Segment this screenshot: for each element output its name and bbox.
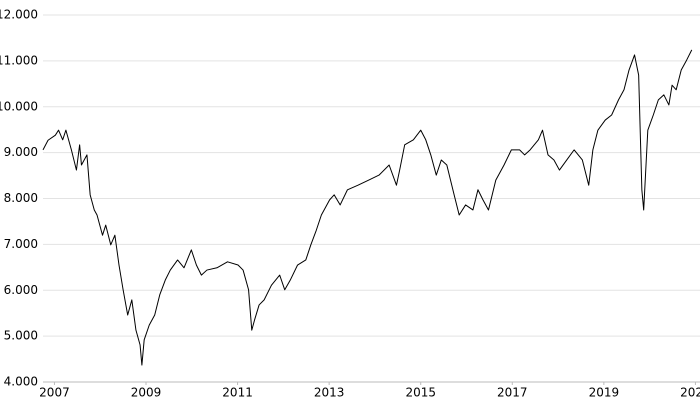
x-tick-label: 2015 xyxy=(405,386,436,400)
x-tick-label: 2011 xyxy=(222,386,253,400)
y-tick-label: 9.000 xyxy=(4,145,38,159)
y-tick-label: 5.000 xyxy=(4,329,38,343)
y-tick-label: 11.000 xyxy=(0,53,38,67)
y-tick-label: 10.000 xyxy=(0,99,38,113)
x-tick-label: 2021 xyxy=(680,386,700,400)
x-tick-label: 2013 xyxy=(314,386,345,400)
y-tick-label: 7.000 xyxy=(4,237,38,251)
y-tick-label: 8.000 xyxy=(4,191,38,205)
y-tick-label: 12.000 xyxy=(0,8,38,22)
x-tick-label: 2007 xyxy=(39,386,70,400)
y-tick-label: 4.000 xyxy=(4,375,38,389)
x-tick-label: 2017 xyxy=(497,386,528,400)
x-tick-label: 2019 xyxy=(589,386,620,400)
y-tick-label: 6.000 xyxy=(4,283,38,297)
x-tick-label: 2009 xyxy=(131,386,162,400)
line xyxy=(42,49,693,366)
